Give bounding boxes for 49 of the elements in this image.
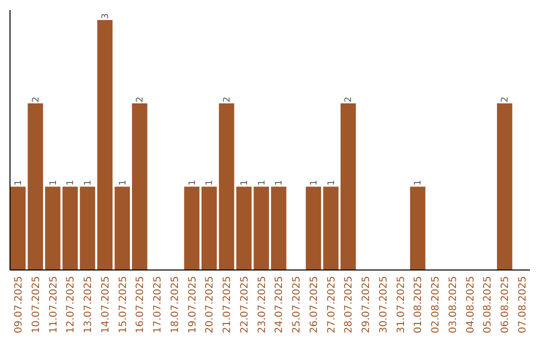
x-tick-label: 21.07.2025 <box>222 276 234 334</box>
data-label: 1 <box>240 180 250 186</box>
data-label: 2 <box>344 96 354 102</box>
data-label: 1 <box>84 180 94 186</box>
x-tick-label: 14.07.2025 <box>100 276 112 334</box>
data-label: 1 <box>48 180 59 186</box>
x-tick-label: 11.07.2025 <box>48 276 60 334</box>
x-tick-label: 01.08.2025 <box>413 276 424 334</box>
data-label: 1 <box>188 180 198 186</box>
x-tick-label: 29.07.2025 <box>361 276 372 334</box>
x-tick-label: 07.08.2025 <box>518 276 529 334</box>
x-tick-label: 23.07.2025 <box>256 276 268 334</box>
data-label: 1 <box>14 180 24 186</box>
x-tick-label: 17.07.2025 <box>152 276 164 334</box>
x-tick-label: 12.07.2025 <box>66 276 77 334</box>
x-tick-label: 09.07.2025 <box>13 276 24 334</box>
x-tick-label: 03.08.2025 <box>448 276 459 334</box>
data-label: 2 <box>500 96 511 102</box>
x-tick-label: 10.07.2025 <box>30 276 42 334</box>
x-tick-label: 19.07.2025 <box>187 276 198 334</box>
x-tick-label: 15.07.2025 <box>118 276 129 334</box>
data-label: 2 <box>222 96 233 102</box>
x-tick-label: 20.07.2025 <box>204 276 216 334</box>
x-tick-label: 05.08.2025 <box>482 276 494 334</box>
data-label: 1 <box>309 180 320 186</box>
data-label: 1 <box>118 180 128 186</box>
x-tick-label: 30.07.2025 <box>378 276 390 334</box>
x-tick-label: 27.07.2025 <box>326 276 338 334</box>
x-tick-label: 13.07.2025 <box>83 276 94 334</box>
x-tick-label: 22.07.2025 <box>239 276 250 334</box>
x-tick-label: 28.07.2025 <box>344 276 355 334</box>
x-tick-label: 04.08.2025 <box>465 276 476 334</box>
x-tick-label: 25.07.2025 <box>292 276 303 334</box>
x-tick-label: 16.07.2025 <box>135 276 146 334</box>
data-label: 2 <box>136 96 146 102</box>
data-label: 1 <box>205 180 216 186</box>
x-tick-label: 18.07.2025 <box>170 276 181 334</box>
data-label: 1 <box>414 180 424 186</box>
data-label: 1 <box>257 180 268 186</box>
data-label: 1 <box>66 180 76 186</box>
x-tick-label: 26.07.2025 <box>308 276 320 334</box>
x-tick-label: 31.07.2025 <box>396 276 407 334</box>
data-label: 1 <box>274 180 285 186</box>
data-label: 2 <box>31 96 42 102</box>
data-label: 3 <box>100 13 111 19</box>
x-tick-label: 24.07.2025 <box>274 276 286 334</box>
x-tick-label: 02.08.2025 <box>430 276 442 334</box>
x-tick-label: 06.08.2025 <box>500 276 512 334</box>
data-label: 1 <box>326 180 337 186</box>
